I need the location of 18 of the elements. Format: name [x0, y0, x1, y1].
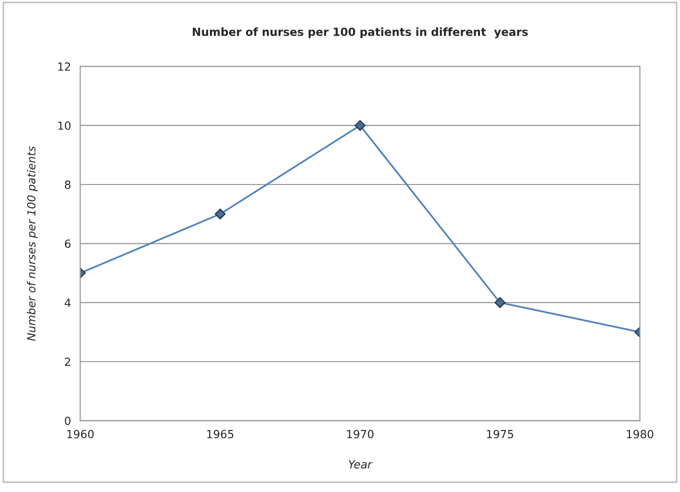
x-tick-label: 1965 — [207, 430, 234, 438]
y-axis-title: Number of nurses per 100 patients — [26, 146, 38, 341]
y-tick-label: 12 — [58, 62, 70, 71]
y-tick-label: 2 — [64, 358, 70, 366]
point — [354, 120, 366, 131]
y-tick-label: 4 — [64, 298, 71, 307]
point — [494, 297, 506, 308]
y-tick-label: 6 — [64, 240, 71, 248]
y-tick-label: 0 — [64, 416, 70, 426]
point — [214, 208, 226, 220]
x-tick-label: 1970 — [347, 430, 374, 438]
x-tick-label: 1960 — [67, 430, 94, 438]
x-tick-label: 1980 — [626, 430, 654, 438]
x-tick-label: 1975 — [487, 430, 514, 438]
y-tick-label: 10 — [58, 121, 70, 130]
x-axis-title: Year — [348, 460, 373, 468]
chart-title: Number of nurses per 100 patients in different years — [192, 27, 528, 38]
y-tick-label: 8 — [64, 180, 70, 189]
